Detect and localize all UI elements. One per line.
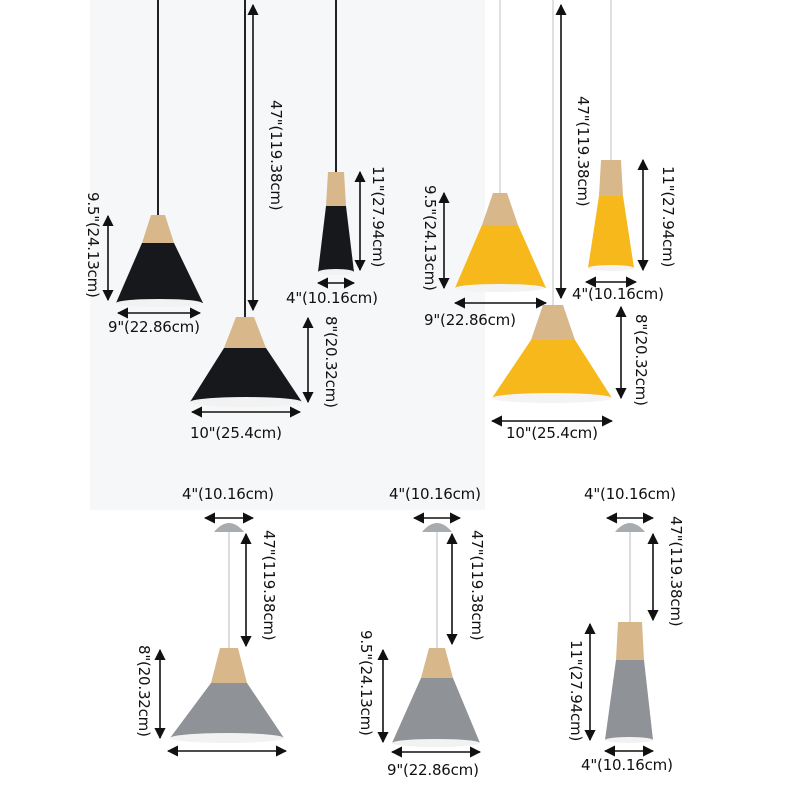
black-pendant-9in: [116, 0, 203, 307]
gray-medium-drop-label: 47"(119.38cm): [468, 530, 486, 641]
gray-pendant-small: [170, 523, 284, 743]
black-pendant-4in: [318, 0, 354, 275]
gray-pendant-medium: [392, 523, 480, 747]
yellow-4in-width-label: 4"(10.16cm): [572, 285, 664, 303]
yellow-4in-height-label: 11"(27.94cm): [659, 166, 677, 268]
gray-pendant-tall: [605, 523, 653, 743]
yellow-9in-height-label: 9.5"(24.13cm): [421, 185, 439, 291]
black-9in-width-label: 9"(22.86cm): [108, 318, 200, 336]
yellow-pendant-4in: [588, 0, 634, 271]
gray-small-drop-label: 47"(119.38cm): [260, 530, 278, 641]
black-4in-width-label: 4"(10.16cm): [286, 289, 378, 307]
black-10in-drop-label: 47"(119.38cm): [267, 100, 285, 211]
yellow-10in-height-label: 8"(20.32cm): [632, 314, 650, 406]
yellow-10in-drop-label: 47"(119.38cm): [574, 96, 592, 207]
gray-tall-canopy-label: 4"(10.16cm): [584, 485, 676, 503]
gray-tall-width-label: 4"(10.16cm): [581, 756, 673, 774]
yellow-pendant-9in: [455, 0, 546, 292]
gray-small-height-label: 8"(20.32cm): [135, 645, 153, 737]
gray-medium-height-label: 9.5"(24.13cm): [357, 630, 375, 736]
gray-medium-width-label: 9"(22.86cm): [387, 761, 479, 779]
black-10in-height-label: 8"(20.32cm): [322, 316, 340, 408]
gray-small-canopy-label: 4"(10.16cm): [182, 485, 274, 503]
yellow-10in-width-label: 10"(25.4cm): [506, 424, 598, 442]
black-9in-height-label: 9.5"(24.13cm): [84, 192, 102, 298]
gray-medium-canopy-label: 4"(10.16cm): [389, 485, 481, 503]
black-pendant-10in: [190, 0, 302, 407]
dimension-lines: [102, 3, 659, 758]
yellow-pendant-10in: [492, 0, 612, 403]
gray-tall-height-label: 11"(27.94cm): [567, 640, 585, 742]
black-10in-width-label: 10"(25.4cm): [190, 424, 282, 442]
black-4in-height-label: 11"(27.94cm): [369, 166, 387, 268]
gray-tall-drop-label: 47"(119.38cm): [667, 516, 685, 627]
yellow-9in-width-label: 9"(22.86cm): [424, 311, 516, 329]
